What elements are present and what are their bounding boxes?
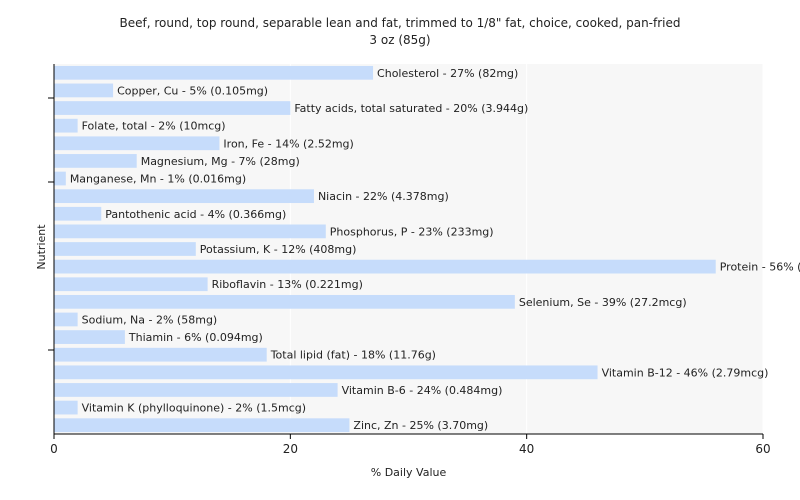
x-tick-label-3: 60 (755, 442, 770, 456)
bar-label-5: Magnesium, Mg - 7% (28mg) (141, 155, 300, 168)
bar-18 (54, 383, 338, 397)
bar-17 (54, 365, 598, 380)
bar-label-2: Fatty acids, total saturated - 20% (3.94… (294, 102, 528, 115)
bar-label-3: Folate, total - 2% (10mcg) (82, 120, 226, 133)
bar-label-12: Riboflavin - 13% (0.221mg) (212, 278, 363, 291)
bar-label-6: Manganese, Mn - 1% (0.016mg) (70, 173, 246, 186)
bar-3 (54, 118, 78, 133)
bar-14 (54, 312, 78, 327)
chart-subtitle: 3 oz (85g) (369, 33, 431, 47)
bar-13 (54, 294, 515, 309)
x-axis-title: % Daily Value (371, 466, 447, 479)
bar-19 (54, 400, 78, 415)
bar-label-17: Vitamin B-12 - 46% (2.79mcg) (602, 366, 769, 379)
y-axis-title: Nutrient (35, 224, 48, 270)
bar-1 (54, 83, 114, 98)
bar-7 (54, 189, 314, 204)
bar-label-1: Copper, Cu - 5% (0.105mg) (117, 84, 268, 97)
bar-11 (54, 259, 716, 274)
bar-16 (54, 347, 267, 362)
bar-9 (54, 224, 326, 239)
bar-label-4: Iron, Fe - 14% (2.52mg) (223, 137, 353, 150)
bar-4 (54, 136, 220, 151)
bar-8 (54, 206, 102, 221)
x-tick-label-2: 40 (519, 442, 534, 456)
bar-label-18: Vitamin B-6 - 24% (0.484mg) (342, 384, 503, 397)
bar-label-13: Selenium, Se - 39% (27.2mcg) (519, 296, 687, 309)
bar-2 (54, 101, 291, 115)
bar-0 (54, 65, 374, 80)
bar-label-10: Potassium, K - 12% (408mg) (200, 243, 357, 256)
bar-label-8: Pantothenic acid - 4% (0.366mg) (105, 208, 286, 221)
bar-20 (54, 418, 350, 433)
bar-label-20: Zinc, Zn - 25% (3.70mg) (353, 419, 488, 432)
bar-10 (54, 242, 196, 256)
bar-label-15: Thiamin - 6% (0.094mg) (128, 331, 263, 344)
bar-label-11: Protein - 56% (28.04g) (720, 261, 800, 274)
x-tick-label-1: 20 (283, 442, 298, 456)
chart-title: Beef, round, top round, separable lean a… (119, 16, 681, 30)
bar-label-9: Phosphorus, P - 23% (233mg) (330, 225, 494, 238)
bar-15 (54, 330, 125, 344)
bar-label-19: Vitamin K (phylloquinone) - 2% (1.5mcg) (82, 402, 306, 415)
bar-label-16: Total lipid (fat) - 18% (11.76g) (270, 349, 436, 362)
bar-5 (54, 154, 137, 168)
bar-label-7: Niacin - 22% (4.378mg) (318, 190, 449, 203)
bar-label-0: Cholesterol - 27% (82mg) (377, 67, 518, 80)
bar-label-14: Sodium, Na - 2% (58mg) (82, 313, 218, 326)
x-tick-label-0: 0 (50, 442, 58, 456)
bar-12 (54, 277, 208, 292)
bar-6 (54, 171, 66, 186)
